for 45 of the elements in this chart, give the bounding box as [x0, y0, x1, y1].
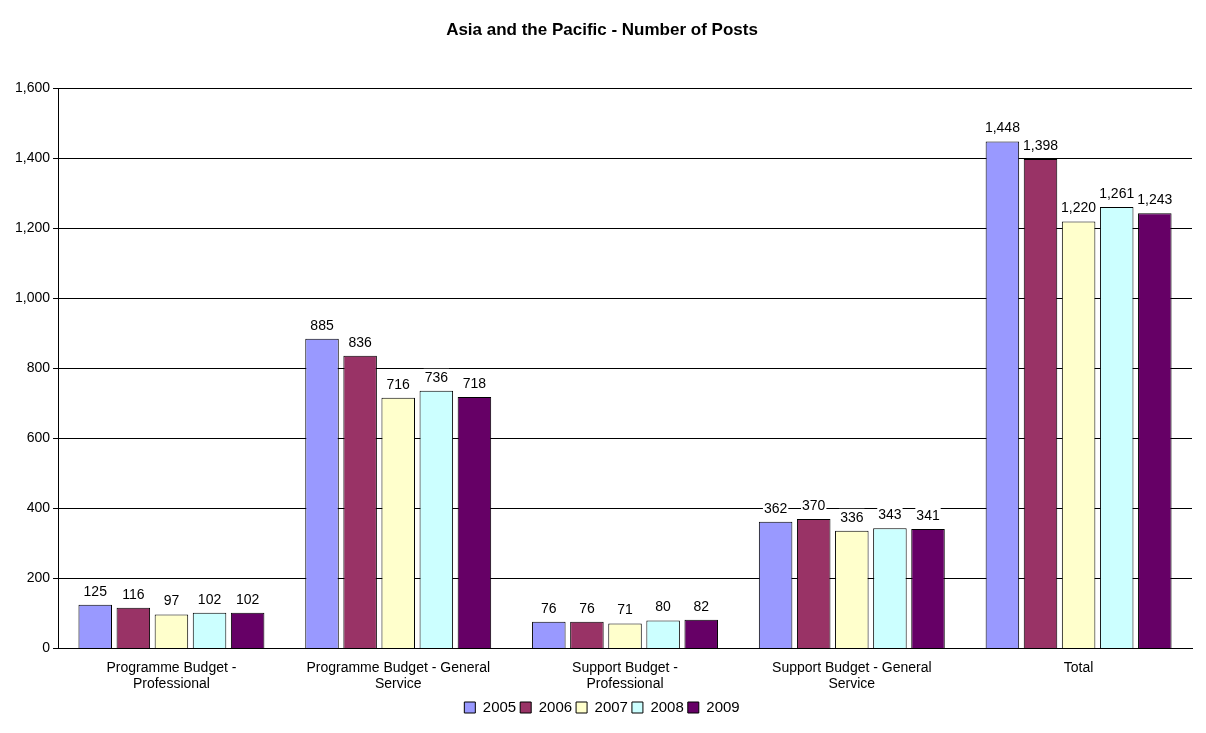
y-tick-label: 1,600 [14, 79, 51, 96]
x-tick-label: Programme Budget - Professional [106, 658, 237, 692]
data-label: 836 [348, 333, 373, 350]
data-label: 1,261 [1099, 184, 1135, 201]
data-label: 1,398 [1022, 136, 1059, 153]
y-tick-label: 600 [26, 429, 51, 446]
data-label: 336 [840, 508, 864, 525]
data-label: 716 [386, 375, 411, 392]
legend-label: 2008 [650, 697, 684, 715]
data-label: 370 [802, 496, 826, 513]
x-tick-label: Programme Budget - General Service [306, 658, 491, 692]
data-label: 1,448 [984, 119, 1021, 136]
data-label: 80 [655, 598, 672, 615]
data-label: 125 [83, 582, 108, 599]
data-label: 341 [916, 506, 940, 523]
y-tick-label: 400 [26, 499, 51, 516]
data-label: 885 [310, 316, 334, 333]
y-tick-label: 1,000 [14, 289, 51, 306]
data-label: 76 [579, 599, 595, 616]
data-label: 1,220 [1061, 199, 1097, 216]
data-label: 736 [424, 368, 449, 385]
x-tick-label: Support Budget - Professional [572, 658, 679, 692]
data-label: 71 [617, 601, 634, 618]
data-label: 76 [541, 599, 557, 616]
data-label: 1,243 [1137, 191, 1173, 208]
data-label: 116 [122, 585, 145, 602]
y-tick-label: 1,400 [14, 149, 51, 166]
data-label: 362 [763, 499, 788, 516]
data-label: 718 [462, 374, 487, 391]
y-tick-label: 800 [26, 359, 51, 376]
legend-label: 2007 [594, 697, 628, 715]
y-tick-label: 200 [26, 569, 51, 586]
legend-label: 2006 [538, 697, 573, 715]
data-label: 82 [693, 597, 710, 614]
data-label: 97 [163, 592, 180, 609]
data-label: 102 [235, 590, 260, 607]
x-tick-label: Total [1063, 658, 1094, 675]
chart-title: Asia and the Pacific - Number of Posts [446, 19, 758, 39]
legend-label: 2005 [482, 697, 517, 715]
y-tick-label: 0 [42, 639, 51, 656]
legend-label: 2009 [706, 697, 740, 715]
data-label: 102 [197, 590, 222, 607]
x-tick-label: Support Budget - General Service [772, 658, 932, 692]
y-tick-label: 1,200 [14, 219, 51, 236]
data-label: 343 [878, 506, 902, 523]
